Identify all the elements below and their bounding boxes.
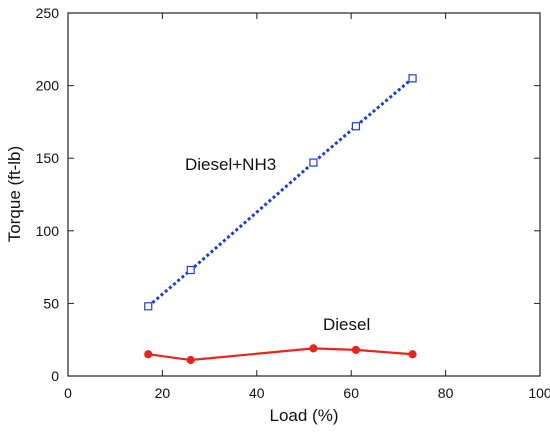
- axis-tick-labels: 0 20 40 60 80 100 0 50 100 150 200 250: [36, 5, 550, 401]
- series-label-diesel-nh3: Diesel+NH3: [185, 155, 276, 174]
- data-point-diesel: [186, 355, 195, 365]
- y-tick-label: 250: [36, 5, 60, 21]
- plot-frame: [67, 12, 541, 377]
- x-tick-label: 80: [438, 385, 454, 401]
- data-point-diesel: [144, 350, 153, 359]
- y-tick-label: 50: [43, 295, 59, 311]
- data-point-diesel-nh3: [186, 265, 195, 275]
- data-point-diesel: [309, 344, 318, 353]
- x-tick-label: 40: [249, 385, 265, 401]
- data-point-diesel: [408, 350, 417, 359]
- data-point-diesel-nh3: [408, 74, 417, 83]
- series-label-diesel: Diesel: [323, 315, 370, 334]
- series-line-diesel-nh3: [147, 77, 414, 308]
- y-tick-label: 150: [36, 150, 60, 166]
- y-tick-label: 200: [36, 78, 60, 94]
- series-diesel-nh3: [144, 74, 417, 311]
- x-tick-label: 60: [343, 385, 359, 401]
- data-point-diesel: [351, 345, 361, 354]
- x-tick-label: 0: [64, 385, 72, 401]
- y-tick-label: 100: [36, 223, 60, 239]
- x-axis-label: Load (%): [270, 406, 339, 425]
- data-point-diesel-nh3: [309, 158, 318, 167]
- x-tick-label: 100: [528, 385, 550, 401]
- y-axis-label: Torque (ft-lb): [5, 146, 24, 242]
- y-tick-label: 0: [51, 368, 59, 384]
- series-diesel: [144, 344, 417, 365]
- x-tick-label: 20: [155, 385, 171, 401]
- axis-ticks: [67, 12, 541, 377]
- series-layer: [144, 74, 417, 365]
- data-point-diesel-nh3: [144, 302, 153, 311]
- data-point-diesel-nh3: [351, 122, 361, 131]
